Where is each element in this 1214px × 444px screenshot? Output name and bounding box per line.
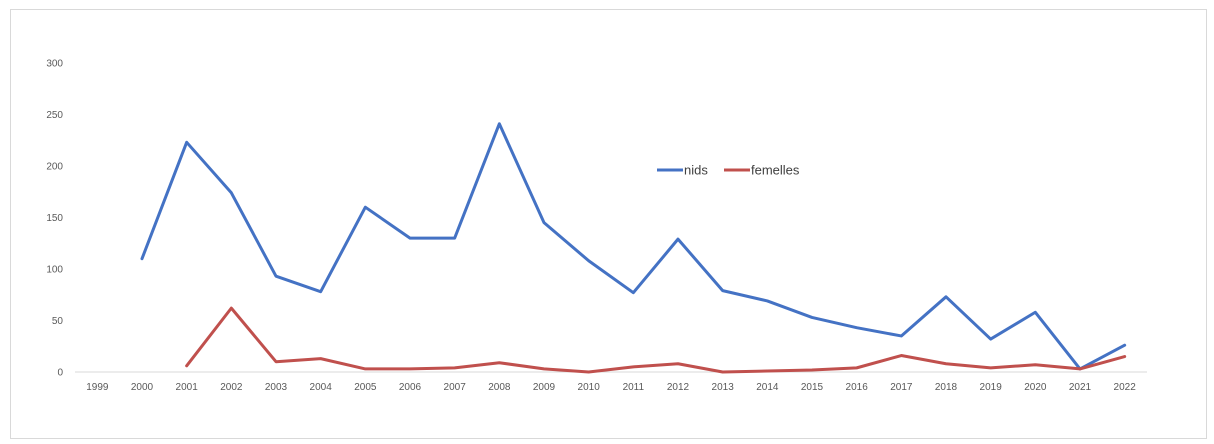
legend-entry-nids: nids xyxy=(657,163,708,178)
x-tick-label: 2020 xyxy=(1024,382,1047,393)
x-tick-label: 2015 xyxy=(801,382,824,393)
x-tick-label: 2012 xyxy=(667,382,690,393)
x-tick-label: 2004 xyxy=(310,382,333,393)
x-axis: 1999 2000 2001 2002 2003 2004 2005 2006 2007 2008… xyxy=(75,371,1147,393)
x-tick-label: 2014 xyxy=(756,382,779,393)
x-tick-label: 2013 xyxy=(712,382,735,393)
x-tick-label: 2017 xyxy=(890,382,913,393)
x-tick-label: 2005 xyxy=(354,382,377,393)
y-axis: 0 50 100 150 200 250 300 xyxy=(46,59,63,379)
y-tick-label: 200 xyxy=(46,162,63,173)
x-tick-label: 2016 xyxy=(846,382,869,393)
x-tick-label: 2010 xyxy=(578,382,601,393)
y-tick-label: 0 xyxy=(57,368,63,379)
series-line-femelles xyxy=(185,306,1127,374)
x-tick-label: 2021 xyxy=(1069,382,1092,393)
y-tick-label: 50 xyxy=(52,316,64,327)
x-tick-label: 2000 xyxy=(131,382,154,393)
x-tick-label: 1999 xyxy=(86,382,109,393)
x-tick-label: 2003 xyxy=(265,382,288,393)
legend-entry-femelles: femelles xyxy=(724,163,800,178)
legend-label: nids xyxy=(684,163,708,178)
y-tick-label: 100 xyxy=(46,265,63,276)
x-tick-label: 2019 xyxy=(980,382,1003,393)
x-tick-label: 2018 xyxy=(935,382,958,393)
x-tick-label: 2009 xyxy=(533,382,556,393)
series-line-nids xyxy=(140,122,1127,371)
x-tick-label: 2006 xyxy=(399,382,422,393)
x-tick-label: 2007 xyxy=(444,382,467,393)
y-tick-label: 150 xyxy=(46,213,63,224)
x-tick-label: 2011 xyxy=(623,382,645,393)
y-tick-label: 250 xyxy=(46,110,63,121)
x-tick-label: 2002 xyxy=(220,382,243,393)
y-tick-label: 300 xyxy=(46,59,63,70)
legend-label: femelles xyxy=(751,163,800,178)
legend: nids femelles xyxy=(657,163,800,178)
series-layer xyxy=(140,122,1127,374)
x-tick-label: 2022 xyxy=(1114,382,1137,393)
x-tick-label: 2008 xyxy=(488,382,511,393)
x-tick-label: 2001 xyxy=(176,382,199,393)
